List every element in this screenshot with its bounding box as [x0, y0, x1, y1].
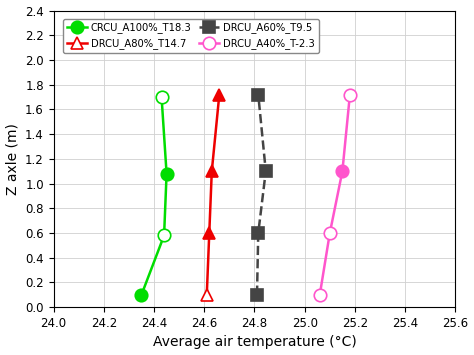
- Legend: CRCU_A100%_T18.3, DRCU_A80%_T14.7, DRCU_A60%_T9.5, DRCU_A40%_T-2.3: CRCU_A100%_T18.3, DRCU_A80%_T14.7, DRCU_…: [63, 18, 319, 53]
- Y-axis label: Z axle (m): Z axle (m): [6, 123, 19, 195]
- X-axis label: Average air temperature (°C): Average air temperature (°C): [153, 335, 356, 349]
